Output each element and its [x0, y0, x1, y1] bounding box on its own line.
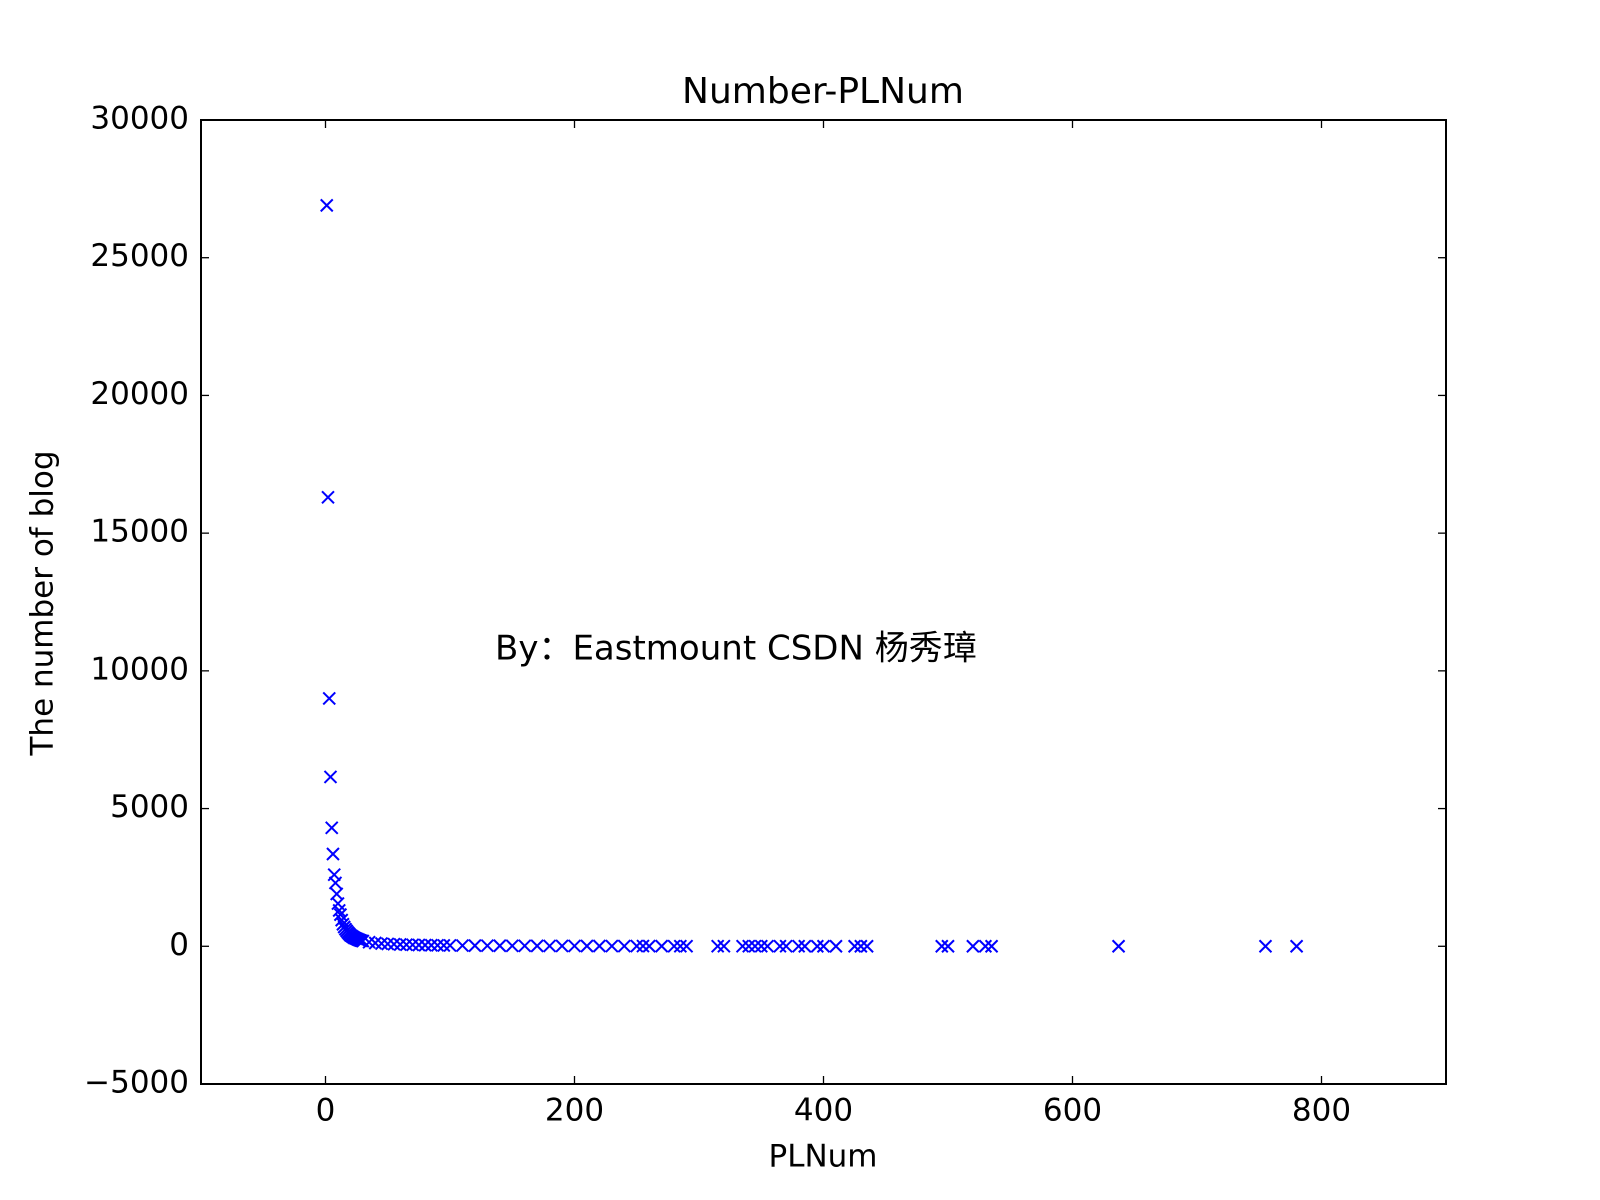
- point: [679, 939, 694, 953]
- point: [567, 939, 582, 953]
- point: [322, 691, 336, 706]
- point: [760, 939, 775, 953]
- point: [530, 939, 544, 953]
- point: [935, 939, 949, 953]
- point: [742, 939, 756, 953]
- point: [437, 938, 451, 953]
- point: [810, 939, 824, 953]
- point: [542, 939, 557, 953]
- point: [332, 903, 346, 918]
- point: [847, 939, 862, 953]
- point: [517, 939, 532, 953]
- point: [424, 938, 439, 952]
- point: [493, 939, 507, 953]
- point: [387, 937, 401, 951]
- x-axis-label: PLNum: [769, 1139, 878, 1175]
- point: [854, 939, 868, 953]
- point: [412, 938, 426, 952]
- point: [430, 938, 445, 953]
- point: [617, 939, 632, 953]
- point: [605, 939, 619, 953]
- y-tick-label: −5000: [84, 1065, 189, 1101]
- point: [654, 939, 669, 953]
- point: [1289, 939, 1304, 953]
- point: [717, 939, 731, 953]
- x-tick-label: 200: [545, 1093, 604, 1129]
- point: [374, 936, 389, 951]
- y-tick-label: 25000: [90, 238, 189, 274]
- point: [468, 938, 482, 953]
- x-tick-label: 800: [1292, 1093, 1351, 1129]
- point: [779, 939, 793, 953]
- point: [978, 939, 993, 953]
- point: [580, 939, 594, 953]
- chart-title: Number-PLNum: [682, 71, 964, 112]
- point: [941, 939, 955, 953]
- point: [399, 937, 414, 952]
- point: [748, 939, 762, 953]
- point: [323, 770, 338, 784]
- point: [592, 939, 607, 953]
- point: [328, 876, 343, 890]
- point: [405, 938, 420, 952]
- y-axis-label: The number of blog: [25, 450, 61, 756]
- point: [1258, 939, 1273, 953]
- point: [754, 939, 768, 953]
- point: [443, 938, 457, 953]
- point: [860, 939, 874, 953]
- point: [393, 937, 407, 952]
- point: [798, 939, 812, 953]
- point: [667, 939, 681, 953]
- annotation: By：Eastmount CSDN 杨秀璋: [495, 629, 977, 669]
- y-tick-label: 5000: [110, 789, 189, 825]
- point: [455, 938, 470, 953]
- point: [966, 939, 980, 953]
- point: [326, 847, 340, 861]
- point: [320, 198, 334, 213]
- x-tick-label: 400: [794, 1093, 853, 1129]
- point: [710, 939, 725, 953]
- point: [791, 939, 806, 953]
- point: [829, 939, 843, 953]
- point: [630, 939, 644, 953]
- point: [325, 821, 339, 835]
- point: [984, 939, 999, 953]
- plot-frame: [200, 119, 1447, 1085]
- point: [773, 939, 787, 953]
- point: [505, 939, 519, 953]
- point: [555, 939, 569, 953]
- point: [735, 939, 750, 953]
- x-tick-label: 600: [1043, 1093, 1102, 1129]
- point: [480, 938, 495, 953]
- point: [642, 939, 656, 953]
- y-tick-label: 30000: [90, 101, 189, 137]
- y-tick-label: 15000: [90, 514, 189, 550]
- point: [636, 939, 650, 953]
- point: [321, 490, 335, 505]
- y-tick-label: 10000: [90, 651, 189, 687]
- point: [673, 939, 688, 953]
- x-tick-label: 0: [316, 1093, 336, 1129]
- point: [1111, 939, 1126, 953]
- y-tick-label: 0: [169, 927, 189, 963]
- y-tick-label: 20000: [90, 376, 189, 412]
- point: [816, 939, 831, 953]
- point: [381, 937, 395, 951]
- point: [418, 938, 432, 952]
